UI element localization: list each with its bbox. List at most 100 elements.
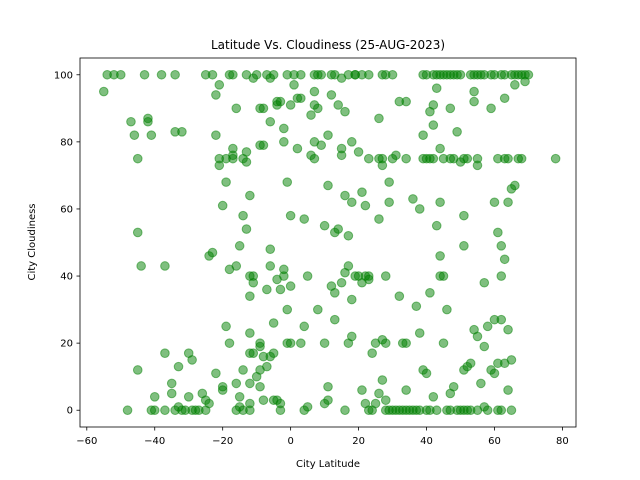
data-point — [336, 143, 347, 154]
y-axis-label: City Cloudiness — [27, 203, 38, 280]
data-point — [275, 96, 286, 107]
data-point — [285, 100, 296, 110]
data-point — [493, 227, 503, 238]
data-point — [435, 251, 445, 261]
data-point — [231, 261, 242, 271]
data-point — [394, 291, 405, 301]
data-point — [346, 137, 357, 147]
data-point — [262, 361, 272, 372]
y-tick-label: 0 — [67, 406, 73, 417]
data-point — [282, 304, 293, 315]
data-point — [496, 271, 507, 281]
data-point — [262, 284, 272, 295]
data-point — [346, 294, 357, 305]
x-tick-label: −20 — [212, 436, 233, 447]
data-point — [228, 69, 238, 80]
data-point — [401, 96, 411, 107]
data-point — [411, 301, 422, 312]
data-point — [380, 338, 391, 348]
data-point — [380, 271, 391, 281]
data-point — [476, 378, 486, 389]
data-point — [282, 177, 293, 187]
data-point — [156, 69, 167, 80]
data-point — [224, 338, 235, 348]
data-point — [506, 405, 517, 416]
y-tick-label: 80 — [60, 137, 73, 148]
data-point — [374, 214, 384, 224]
data-point — [459, 210, 469, 221]
data-point — [316, 69, 327, 80]
data-point — [459, 241, 469, 251]
data-point — [238, 210, 248, 221]
data-point — [333, 224, 343, 234]
data-point — [279, 123, 289, 134]
data-point — [340, 190, 350, 201]
data-point — [323, 180, 333, 191]
data-point — [414, 204, 425, 214]
y-tick-label: 40 — [60, 272, 73, 283]
data-point — [329, 314, 340, 325]
data-point — [384, 197, 394, 208]
data-point — [132, 365, 143, 375]
data-point — [370, 398, 381, 409]
data-point — [489, 197, 500, 208]
data-point — [401, 385, 411, 395]
points-layer — [98, 69, 561, 416]
x-tick-label: 80 — [556, 436, 569, 447]
data-point — [177, 127, 187, 137]
data-point — [353, 147, 364, 157]
data-point — [255, 381, 265, 392]
data-point — [408, 194, 418, 204]
data-point — [241, 147, 252, 157]
data-point — [482, 321, 493, 332]
data-point — [98, 86, 109, 97]
data-point — [357, 187, 367, 197]
data-point — [268, 318, 279, 328]
data-point — [139, 69, 150, 80]
data-point — [211, 368, 221, 379]
data-point — [279, 137, 289, 147]
data-point — [173, 361, 184, 372]
data-point — [231, 103, 242, 114]
data-point — [296, 93, 306, 104]
data-point — [428, 100, 439, 110]
data-point — [245, 328, 255, 338]
data-point — [248, 348, 259, 359]
data-point — [346, 331, 357, 342]
data-point — [374, 388, 384, 399]
data-point — [357, 385, 367, 395]
data-point — [363, 69, 374, 80]
data-point — [214, 80, 225, 90]
data-point — [302, 271, 313, 281]
data-point — [221, 321, 231, 332]
data-point — [313, 103, 323, 114]
data-point — [319, 220, 330, 231]
data-point — [391, 150, 401, 161]
data-point — [238, 365, 248, 375]
data-point — [302, 402, 313, 412]
data-point — [296, 338, 306, 348]
data-point — [496, 241, 507, 251]
data-point — [462, 153, 473, 164]
data-point — [299, 321, 310, 332]
data-point — [499, 254, 510, 265]
data-point — [187, 355, 197, 365]
data-point — [228, 150, 238, 161]
data-point — [183, 392, 194, 402]
data-point — [214, 160, 225, 171]
data-point — [204, 398, 214, 409]
data-point — [499, 93, 510, 104]
data-point — [268, 69, 279, 80]
data-point — [285, 338, 296, 348]
data-point — [442, 304, 452, 315]
data-point — [248, 277, 259, 288]
data-point — [479, 277, 490, 288]
data-point — [319, 338, 330, 348]
data-point — [234, 392, 245, 402]
data-point — [313, 304, 323, 315]
data-point — [146, 130, 157, 140]
x-axis-label: City Latitude — [296, 459, 360, 470]
data-point — [496, 314, 507, 325]
